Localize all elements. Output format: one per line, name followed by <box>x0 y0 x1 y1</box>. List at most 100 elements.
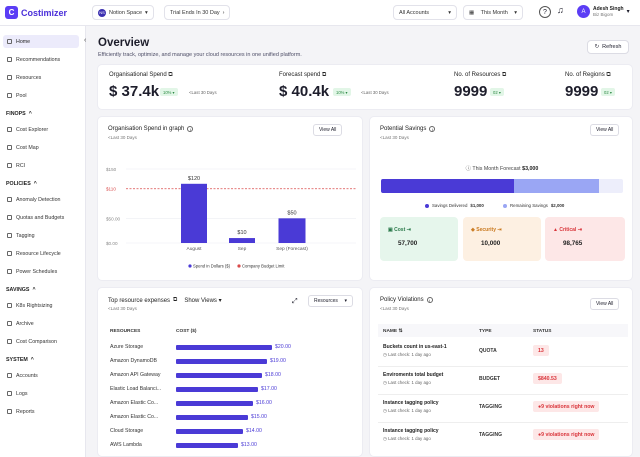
chevron-up-icon: ^ <box>33 181 37 187</box>
legend-dot-budget <box>237 264 241 268</box>
savings-box-cost[interactable]: ▣ Cost ⇥ 57,700 <box>380 217 458 261</box>
status-badge[interactable]: ● 9 violations right now <box>533 429 600 440</box>
refresh-button[interactable]: ↻ Refresh <box>587 40 629 54</box>
sidebar-item-anomaly-detection[interactable]: Anomaly Detection <box>3 193 79 206</box>
status-badge[interactable]: $840.53 <box>533 373 562 384</box>
sidebar-item-home[interactable]: Home <box>3 35 79 48</box>
period-selector[interactable]: ▦ This Month ▾ <box>463 5 523 20</box>
sidebar-section-system[interactable]: SYSTEM ^ <box>6 357 34 363</box>
column-header-resources[interactable]: RESOURCES <box>110 329 141 334</box>
policy-name[interactable]: Instance tagging policy <box>383 400 439 406</box>
arrow-icon: ⇥ <box>406 227 411 233</box>
column-header-name[interactable]: NAME ⇅ <box>383 329 403 334</box>
y-tick-label: $150 <box>106 167 117 172</box>
sidebar-item-cost-explorer[interactable]: Cost Explorer <box>3 123 79 136</box>
legend-spend: Spend in Dollars ($) <box>193 264 231 269</box>
sidebar-item-cost-comparison[interactable]: Cost Comparison <box>3 335 79 348</box>
policy-last-check: ◷ Last check: 1 day ago <box>383 352 431 357</box>
sidebar-item-power-schedules[interactable]: Power Schedules <box>3 265 79 278</box>
sidebar-item-archive[interactable]: Archive <box>3 317 79 330</box>
resource-name[interactable]: AWS Lambda <box>110 442 142 448</box>
external-link-icon[interactable]: ⧉ <box>173 297 178 303</box>
status-badge[interactable]: ● 9 violations right now <box>533 401 600 412</box>
bell-icon[interactable]: ♫ <box>557 5 564 15</box>
show-views-toggle[interactable]: Show Views ▾ <box>184 298 222 304</box>
x-tick-label: Sep <box>238 246 247 252</box>
resource-name[interactable]: Amazon DynamoDB <box>110 358 157 364</box>
resource-name[interactable]: Amazon API Gateway <box>110 372 161 378</box>
sort-icon[interactable]: ⇅ <box>398 329 403 334</box>
cost-bar <box>176 443 238 448</box>
external-link-icon[interactable]: ⧉ <box>322 72 327 78</box>
savings-box-security[interactable]: ◈ Security ⇥ 10,000 <box>463 217 541 261</box>
legend-delivered: Savings Delivered $1,000 <box>425 203 484 208</box>
info-icon[interactable]: i <box>187 126 194 132</box>
external-link-icon[interactable]: ⧉ <box>168 72 173 78</box>
x-tick-label: Sep (Forecast) <box>276 246 308 252</box>
savings-box-critical[interactable]: ▲ Critical ⇥ 98,765 <box>545 217 625 261</box>
stat-badge: 10% ▾ <box>160 88 178 96</box>
column-header-status[interactable]: STATUS <box>533 329 552 334</box>
resource-name[interactable]: Amazon Elastic Co... <box>110 414 159 420</box>
status-badge[interactable]: 13 <box>533 345 549 356</box>
info-icon[interactable]: i <box>429 126 436 132</box>
policy-name[interactable]: Instance tagging policy <box>383 428 439 434</box>
view-all-button[interactable]: View All <box>313 124 343 136</box>
user-menu[interactable]: A Adesh Singh Biz Bigom ▾ <box>577 5 630 18</box>
help-icon[interactable]: ? <box>539 6 551 18</box>
resource-name[interactable]: Cloud Storage <box>110 428 144 434</box>
sidebar-section-policies[interactable]: POLICIES ^ <box>6 181 37 187</box>
sidebar-section-savings[interactable]: SAVINGS ^ <box>6 287 36 293</box>
info-icon[interactable]: i <box>426 297 433 303</box>
workspace-selector[interactable]: NS Notion Space ▾ <box>92 5 154 20</box>
sidebar-item-k8s-rightsizing[interactable]: K8s Rightsizing <box>3 299 79 312</box>
sidebar-item-resource-lifecycle[interactable]: Resource Lifecycle <box>3 247 79 260</box>
menu-icon <box>7 233 12 238</box>
menu-icon <box>7 197 12 202</box>
accounts-selector[interactable]: All Accounts ▾ <box>393 5 457 20</box>
external-link-icon[interactable]: ⧉ <box>502 72 507 78</box>
sidebar-item-reports[interactable]: Reports <box>3 405 79 418</box>
sidebar-item-label: Recommendations <box>16 56 61 63</box>
policy-name[interactable]: Buckets count in us-east-1 <box>383 344 447 350</box>
x-tick-label: August <box>187 246 203 252</box>
resource-name[interactable]: Amazon Elastic Co... <box>110 400 159 406</box>
sidebar-item-label: Archive <box>16 320 34 327</box>
policy-last-check: ◷ Last check: 1 day ago <box>383 380 431 385</box>
external-link-icon[interactable]: ⧉ <box>606 72 611 78</box>
cost-bar <box>176 373 262 378</box>
sidebar-item-pool[interactable]: Pool <box>3 89 79 102</box>
row-divider <box>378 394 628 395</box>
sidebar-item-tagging[interactable]: Tagging <box>3 229 79 242</box>
menu-icon <box>7 39 12 44</box>
cost-value: $20.00 <box>275 344 291 350</box>
column-header-type[interactable]: TYPE <box>479 329 492 334</box>
trial-badge[interactable]: Trial Ends In 30 Day › <box>164 5 231 20</box>
bar-value-label: $50 <box>287 210 296 216</box>
sidebar-item-resources[interactable]: Resources <box>3 71 79 84</box>
column-header-cost[interactable]: COST ($) <box>176 329 197 334</box>
sidebar-item-label: Pool <box>16 92 27 99</box>
collapse-sidebar-icon[interactable]: ‹ <box>84 37 87 44</box>
logo[interactable]: C Costimizer <box>5 6 67 19</box>
calendar-icon: ▦ <box>469 9 475 16</box>
sidebar-item-recommendations[interactable]: Recommendations <box>3 53 79 66</box>
view-all-button[interactable]: View All <box>590 298 620 310</box>
resources-dropdown[interactable]: Resources ▾ <box>308 295 353 307</box>
sidebar-section-finops[interactable]: FINOPS ^ <box>6 111 32 117</box>
sidebar-item-cost-map[interactable]: Cost Map <box>3 141 79 154</box>
resource-name[interactable]: Azure Storage <box>110 344 144 350</box>
resource-name[interactable]: Elastic Load Balanci... <box>110 386 162 392</box>
menu-icon <box>7 269 12 274</box>
sidebar-item-quotas-and-budgets[interactable]: Quotas and Budgets <box>3 211 79 224</box>
card-title: Policy Violations <box>380 297 424 303</box>
chevron-up-icon: ^ <box>30 357 34 363</box>
expand-icon[interactable]: ⤢ <box>292 298 298 305</box>
menu-icon <box>7 145 12 150</box>
sidebar-item-accounts[interactable]: Accounts <box>3 369 79 382</box>
sidebar-item-rci[interactable]: RCI <box>3 159 79 172</box>
policy-name[interactable]: Enviroments total budget <box>383 372 444 378</box>
sidebar-item-logs[interactable]: Logs <box>3 387 79 400</box>
view-all-button[interactable]: View All <box>590 124 620 136</box>
card-title: Top resource expenses <box>108 297 171 304</box>
